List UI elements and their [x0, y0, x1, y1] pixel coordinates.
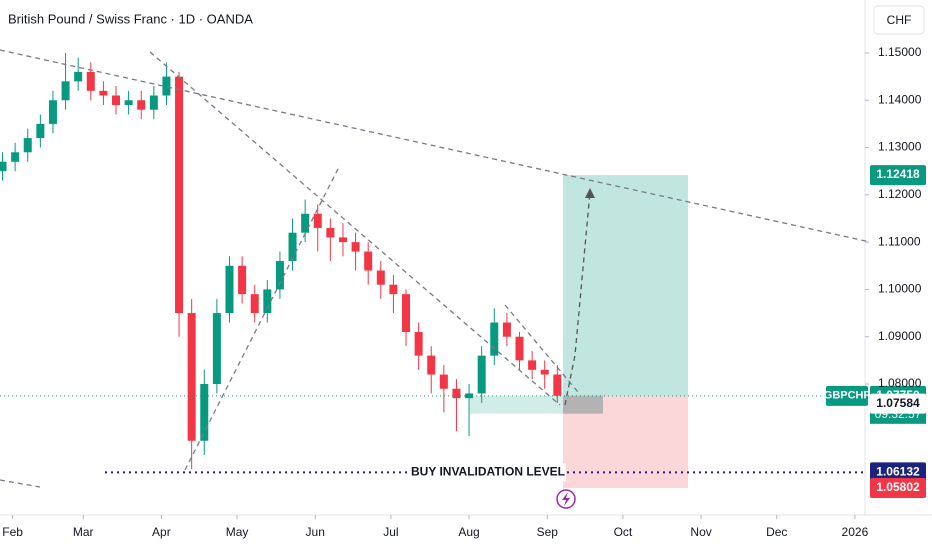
y-tick-label: 1.15000: [878, 45, 922, 59]
x-tick-label: Feb: [2, 525, 23, 539]
trendlines: [0, 49, 871, 488]
candle-body: [338, 237, 347, 243]
candle-body: [0, 161, 7, 172]
candle-body: [11, 152, 20, 162]
trendline: [184, 164, 341, 471]
annotation-bg: [410, 463, 566, 482]
x-tick-label: Aug: [458, 525, 479, 539]
price-tag: [870, 165, 926, 186]
candle-body: [376, 270, 385, 285]
trendline: [0, 479, 41, 488]
candle-body: [553, 374, 562, 396]
chart-title: British Pound / Swiss Franc · 1D · OANDA: [8, 11, 253, 26]
candle-body: [74, 71, 83, 82]
candle-body: [225, 265, 234, 314]
price-tag: [870, 477, 926, 498]
candle-body: [137, 100, 146, 110]
y-tick-label: 1.14000: [878, 92, 922, 106]
candle-body: [326, 227, 335, 238]
price-tag-label: 1.05802: [876, 480, 920, 494]
price-tag-label: 1.06132: [876, 465, 920, 479]
price-tag: [870, 393, 926, 414]
x-tick-label: Apr: [152, 525, 171, 539]
candle-body: [238, 265, 247, 295]
candle-body: [61, 81, 70, 101]
candle-body: [162, 76, 171, 96]
y-tick-label: 1.10000: [878, 282, 922, 296]
price-tag-label: 1.07584: [876, 396, 920, 410]
candle-body: [275, 261, 284, 290]
x-tick-label: Mar: [73, 525, 94, 539]
candle-body: [250, 294, 259, 314]
candle-body: [465, 393, 474, 399]
candle-body: [477, 355, 486, 394]
candle-body: [23, 138, 32, 153]
candle-body: [540, 369, 549, 375]
candle-body: [36, 123, 45, 139]
profit-zone: [563, 175, 688, 396]
candle-body: [86, 71, 95, 91]
candle-body: [351, 242, 360, 252]
candle-body: [402, 294, 411, 332]
trendline: [0, 49, 871, 243]
symbol-label: GBPCHF: [824, 390, 871, 402]
entry-zone-gray: [563, 395, 603, 414]
x-tick-label: Dec: [766, 525, 787, 539]
y-tick-label: 1.11000: [878, 234, 921, 248]
trendline: [504, 304, 579, 393]
candle-body: [99, 90, 108, 96]
y-tick-label: 1.12000: [878, 187, 922, 201]
currency-box[interactable]: [873, 5, 925, 35]
candle-body: [515, 336, 524, 361]
candle-body: [112, 95, 121, 105]
x-tick-label: May: [226, 525, 249, 539]
currency: CHF: [887, 13, 912, 27]
x-tick-label: Jul: [383, 525, 398, 539]
candle-body: [452, 388, 461, 399]
x-tick-label: Sep: [537, 525, 559, 539]
y-tick-label: 1.09000: [878, 329, 922, 343]
trendline: [149, 51, 561, 406]
x-tick-label: Nov: [690, 525, 711, 539]
candle-body: [301, 213, 310, 233]
candle-body: [414, 331, 423, 356]
candle-body: [389, 284, 398, 295]
candle-body: [288, 232, 297, 262]
symbol-tag: [826, 385, 868, 406]
candle-body: [175, 76, 184, 314]
candle-body: [439, 374, 448, 389]
candle-body: [149, 95, 158, 110]
candle-body: [313, 213, 322, 228]
candle-body: [427, 355, 436, 375]
candle-body: [490, 322, 499, 356]
candle-body: [212, 313, 221, 385]
candle-body: [364, 251, 373, 271]
price-tag-label: 1.12418: [876, 167, 920, 181]
candle-body: [200, 384, 209, 441]
arrow-head: [585, 188, 595, 198]
candle-body: [124, 100, 133, 105]
x-tick-label: 2026: [842, 525, 869, 539]
x-tick-label: Jun: [306, 525, 325, 539]
y-tick-label: 1.08000: [878, 376, 922, 390]
event-bolt: [562, 492, 570, 506]
candle-body: [48, 100, 57, 124]
candle-body: [528, 360, 537, 370]
entry-zone: [470, 395, 603, 414]
candle-body: [502, 322, 511, 337]
annotation: BUY INVALIDATION LEVEL: [411, 465, 565, 479]
candle-body: [187, 313, 196, 441]
y-tick-label: 1.13000: [878, 140, 922, 154]
price-tag: [870, 462, 926, 483]
x-tick-label: Oct: [614, 525, 633, 539]
loss-zone: [563, 395, 688, 488]
candle-body: [263, 289, 272, 314]
